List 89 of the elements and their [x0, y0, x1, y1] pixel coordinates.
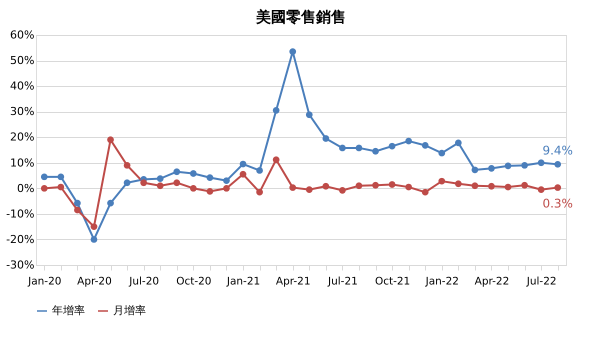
y-tick-label: 10% [10, 156, 34, 170]
point [57, 173, 64, 180]
point [306, 111, 313, 118]
y-tick-label: -30% [6, 258, 34, 272]
x-tick-label: Jul-21 [326, 276, 358, 288]
point [438, 178, 446, 185]
point [173, 179, 180, 186]
point [422, 188, 429, 196]
point [339, 187, 346, 194]
y-tick-label: 30% [10, 105, 34, 118]
point [472, 166, 478, 174]
point [554, 160, 562, 168]
point [124, 162, 130, 169]
y-tick-label: 40% [10, 80, 34, 93]
y-tick-label: 50% [10, 54, 34, 68]
point [156, 175, 164, 182]
point [356, 144, 362, 152]
point [372, 148, 379, 155]
legend-label: 年增率 [52, 304, 85, 317]
point [140, 179, 148, 186]
point [190, 170, 197, 177]
point [272, 107, 280, 114]
point [454, 180, 462, 188]
point [240, 170, 246, 178]
point [90, 223, 98, 230]
data-label: 0.3% [542, 196, 573, 211]
point [306, 186, 313, 193]
x-tick-label: Apr-21 [276, 276, 311, 288]
point [206, 174, 214, 181]
point [256, 167, 263, 174]
point [107, 136, 114, 144]
point [504, 162, 512, 170]
point [223, 184, 230, 192]
point [388, 142, 396, 150]
y-tick-label: -20% [6, 232, 34, 246]
point [206, 188, 214, 195]
point [554, 184, 562, 191]
point [173, 168, 180, 176]
point [289, 184, 296, 191]
point [438, 150, 446, 156]
point [40, 173, 48, 180]
point [107, 200, 114, 207]
x-tick-label: Jul-20 [128, 276, 160, 288]
point [74, 206, 81, 214]
chart-title: 美國零售銷售 [255, 8, 346, 26]
x-tick-label: Jul-22 [526, 276, 557, 288]
y-tick-label: 20% [10, 130, 34, 144]
point [521, 182, 528, 189]
point [57, 184, 64, 190]
point [405, 184, 412, 190]
point [339, 144, 346, 152]
point [256, 188, 263, 196]
point [454, 139, 462, 146]
point [124, 179, 130, 186]
x-tick-label: Oct-20 [176, 276, 212, 288]
point [405, 138, 412, 144]
x-tick-label: Oct-21 [374, 276, 410, 288]
point [156, 182, 164, 190]
x-tick-label: Jan-20 [27, 276, 62, 288]
x-tick-label: Apr-22 [474, 276, 510, 288]
point [272, 156, 280, 164]
x-tick-label: Apr-20 [77, 276, 112, 288]
point [372, 182, 379, 189]
point [190, 184, 197, 192]
point [223, 177, 230, 184]
legend-label: 月增率 [113, 304, 146, 317]
point [388, 181, 396, 188]
point [289, 48, 296, 55]
point [40, 184, 48, 192]
point [521, 162, 528, 169]
point [538, 159, 545, 166]
point [74, 200, 81, 207]
point [90, 236, 98, 243]
point [504, 184, 512, 190]
point [322, 135, 330, 142]
point [472, 182, 478, 190]
y-tick-label: 0% [17, 182, 34, 195]
point [538, 186, 545, 193]
x-tick-label: Jan-22 [424, 276, 459, 288]
x-tick-label: Jan-21 [226, 276, 260, 288]
point [240, 160, 246, 168]
point [488, 182, 495, 190]
point [322, 182, 330, 190]
point [488, 165, 495, 172]
y-tick-label: -10% [6, 207, 34, 220]
y-tick-label: 60% [10, 28, 34, 42]
point [356, 182, 362, 190]
point [422, 142, 429, 149]
data-label: 9.4% [542, 143, 573, 158]
